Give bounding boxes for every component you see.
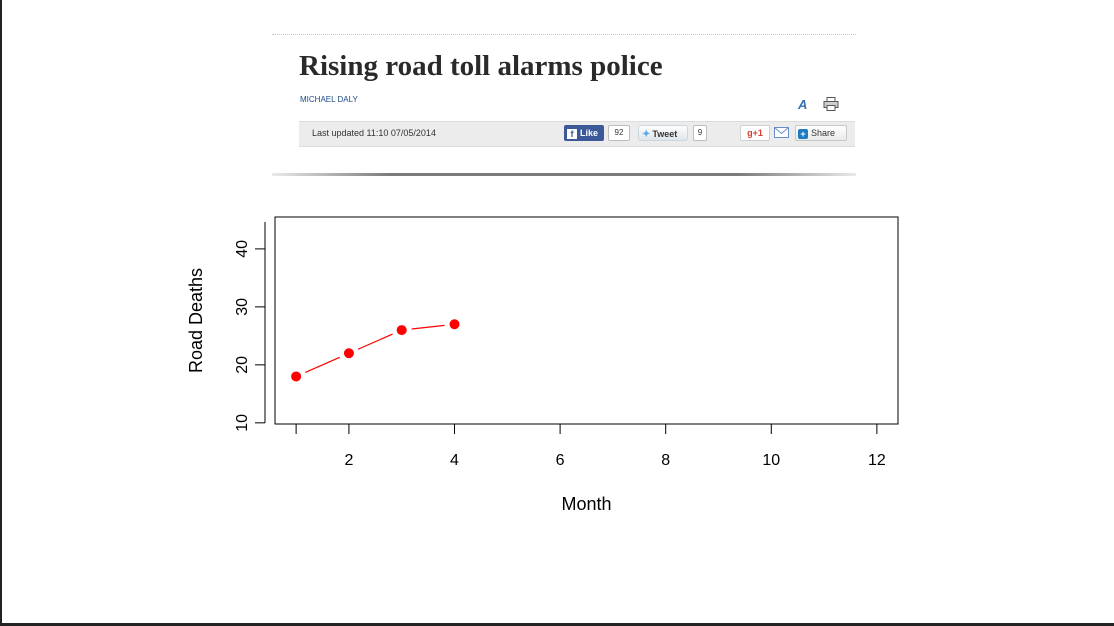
- x-tick-label: 12: [868, 452, 886, 469]
- plot-area: [274, 216, 899, 425]
- series-line-segment: [357, 333, 393, 350]
- y-axis-title: Road Deaths: [186, 268, 206, 373]
- share-bar: Last updated 11:10 07/05/2014 f Like 92 ✦…: [299, 121, 855, 147]
- twitter-icon: ✦: [642, 129, 651, 140]
- google-plus-label: +1: [752, 128, 763, 138]
- article-byline[interactable]: MICHAEL DALY: [300, 95, 358, 104]
- x-tick-label: 6: [556, 452, 565, 469]
- frame-left-border: [0, 0, 2, 626]
- share-label: Share: [811, 128, 836, 138]
- series-layer: [291, 319, 460, 382]
- y-tick-label: 10: [234, 414, 251, 432]
- dotted-divider: [272, 34, 856, 35]
- like-label: Like: [580, 128, 599, 138]
- share-button[interactable]: + Share: [795, 125, 847, 141]
- x-tick-label: 8: [661, 452, 670, 469]
- article-clipping: Rising road toll alarms police MICHAEL D…: [272, 34, 856, 176]
- y-tick-label: 20: [234, 356, 251, 374]
- article-headline: Rising road toll alarms police: [299, 50, 663, 82]
- y-tick-label: 40: [234, 240, 251, 258]
- tweet-button[interactable]: ✦ Tweet: [638, 125, 688, 141]
- x-axis-title: Month: [561, 494, 611, 514]
- data-point: [291, 371, 302, 382]
- frame-bottom-border: [0, 623, 1114, 626]
- clipping-shadow: [272, 173, 856, 176]
- x-tick-label: 2: [344, 452, 353, 469]
- like-count: 92: [608, 125, 630, 141]
- email-icon[interactable]: [774, 126, 789, 139]
- tweet-count: 9: [693, 125, 707, 141]
- google-plus-icon: g: [747, 128, 753, 138]
- last-updated: Last updated 11:10 07/05/2014: [312, 128, 436, 138]
- x-tick-label: 4: [450, 452, 459, 469]
- series-line-segment: [305, 356, 341, 373]
- data-point: [449, 319, 460, 330]
- y-axis: 10 20 30 40: [234, 221, 266, 432]
- series-line-segment: [411, 324, 445, 330]
- facebook-icon: f: [567, 129, 577, 139]
- data-point: [396, 325, 407, 336]
- facebook-like-button[interactable]: f Like: [564, 125, 604, 141]
- print-icon[interactable]: [823, 97, 839, 114]
- y-tick-label: 30: [234, 298, 251, 316]
- tweet-label: Tweet: [652, 129, 678, 139]
- font-size-icon[interactable]: A: [798, 97, 808, 112]
- x-axis: 2 4 6 8 10 12: [295, 423, 886, 469]
- share-plus-icon: +: [798, 129, 808, 139]
- x-tick-label: 10: [762, 452, 780, 469]
- google-plus-button[interactable]: g+1: [740, 125, 770, 141]
- data-point: [343, 348, 354, 359]
